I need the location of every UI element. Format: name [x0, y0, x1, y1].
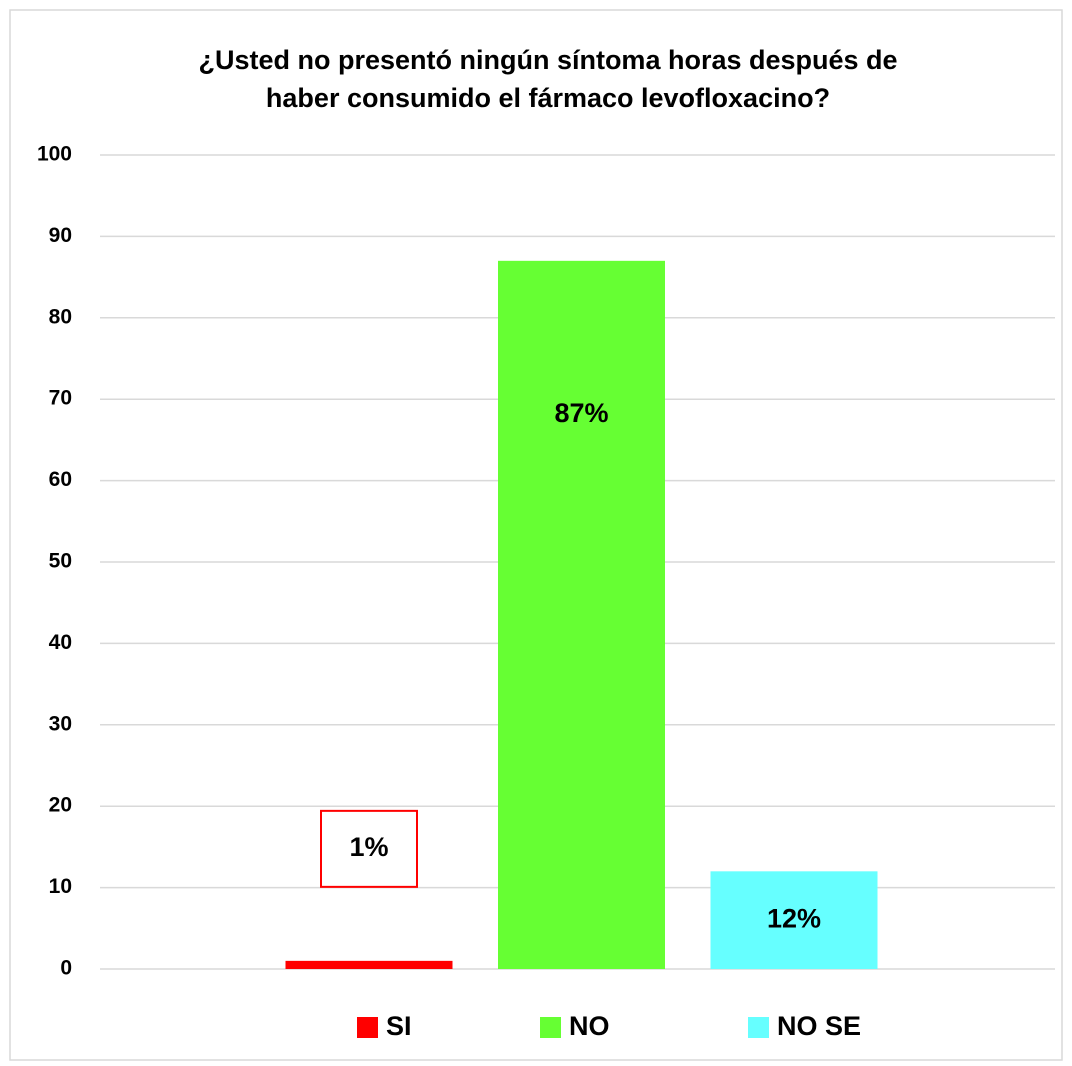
value-label: 12%	[767, 903, 821, 933]
value-label: 87%	[554, 398, 608, 428]
bar	[285, 960, 453, 969]
y-tick-label: 20	[49, 794, 72, 817]
y-tick-label: 80	[49, 305, 72, 328]
legend-label: NO	[569, 1011, 610, 1041]
chart-frame	[9, 9, 1063, 1061]
legend-swatch	[540, 1017, 561, 1038]
bar	[710, 871, 878, 969]
bar	[498, 260, 665, 969]
y-tick-label: 70	[49, 387, 72, 410]
value-label-box	[320, 809, 418, 888]
value-label: 1%	[349, 832, 388, 862]
y-tick-label: 30	[49, 712, 72, 735]
y-tick-label: 60	[49, 468, 72, 491]
chart-title: ¿Usted no presentó ningún síntoma horas …	[198, 45, 897, 75]
y-tick-label: 50	[49, 550, 72, 573]
legend-label: NO SE	[777, 1011, 861, 1041]
y-tick-label: 0	[60, 957, 72, 980]
legend-label: SI	[386, 1011, 412, 1041]
chart-title: haber consumido el fármaco levofloxacino…	[266, 83, 830, 113]
y-tick-label: 100	[37, 143, 72, 166]
y-tick-label: 90	[49, 224, 72, 247]
legend-swatch	[748, 1017, 769, 1038]
y-tick-label: 10	[49, 875, 72, 898]
y-tick-label: 40	[49, 631, 72, 654]
legend-swatch	[357, 1017, 378, 1038]
